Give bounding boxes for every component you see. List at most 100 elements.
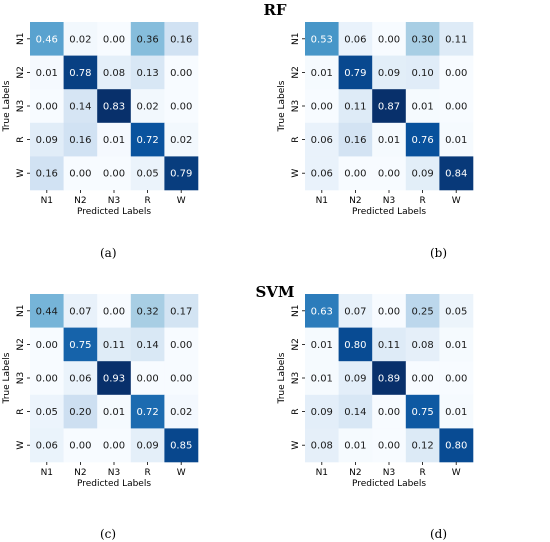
heatmap-cell <box>97 122 132 157</box>
heatmap-cell <box>439 294 474 328</box>
heatmap-cell <box>164 122 199 157</box>
x-tick-label: R <box>144 196 150 206</box>
heatmap-cell <box>405 327 440 362</box>
cell-value-label: 0.78 <box>69 68 91 79</box>
y-tick-label: N1 <box>16 305 26 317</box>
cell-value-label: 0.14 <box>344 407 366 418</box>
heatmap-cell <box>338 55 373 90</box>
cell-value-label: 0.84 <box>445 169 467 180</box>
cell-value-label: 0.00 <box>36 340 58 351</box>
heatmap-a: 0.46 0.02 0.00 0.36 0.16 0.01 0.78 0.08 0.13 0.00… <box>2 22 199 217</box>
cell-value-label: 0.80 <box>445 441 467 452</box>
heatmap-cell <box>63 394 98 429</box>
heatmap-cell <box>439 394 474 429</box>
x-tick-label: N1 <box>41 196 53 206</box>
heatmap-cell <box>405 22 440 56</box>
cell-value-label: 0.79 <box>344 68 366 79</box>
cell-value-label: 0.09 <box>411 169 433 180</box>
heatmap-cell <box>305 394 339 429</box>
cell-value-label: 0.16 <box>36 169 58 180</box>
x-tick-label: N3 <box>383 468 395 478</box>
x-tick-label: R <box>144 468 150 478</box>
cell-value-label: 0.32 <box>136 306 158 317</box>
cell-value-label: 0.05 <box>36 407 58 418</box>
y-tick-label: R <box>291 408 301 414</box>
cell-value-label: 0.00 <box>36 374 58 385</box>
cell-value-label: 0.00 <box>311 102 333 113</box>
cell-value-label: 0.00 <box>445 68 467 79</box>
heatmap-cell <box>30 428 64 463</box>
heatmap-cell <box>405 361 440 396</box>
cell-value-label: 0.44 <box>36 306 58 317</box>
heatmap-cell <box>405 428 440 463</box>
x-tick-label: N3 <box>108 196 120 206</box>
y-axis-label: True Labels <box>2 352 12 404</box>
cell-value-label: 0.11 <box>344 102 366 113</box>
heatmap-cell <box>405 156 440 191</box>
cell-value-label: 0.06 <box>311 135 333 146</box>
x-tick-label: W <box>452 468 461 478</box>
cell-value-label: 0.76 <box>411 135 433 146</box>
heatmap-cell <box>63 22 98 56</box>
x-tick-label: W <box>177 468 186 478</box>
heatmap-cell <box>439 327 474 362</box>
heatmap-cell <box>338 327 373 362</box>
y-tick-label: N2 <box>291 66 301 78</box>
caption-b: (b) <box>430 246 448 260</box>
heatmap-cell <box>97 22 132 56</box>
cell-value-label: 0.06 <box>311 169 333 180</box>
heatmap-cell <box>97 89 132 124</box>
cell-value-label: 0.00 <box>445 374 467 385</box>
cell-value-label: 0.75 <box>69 340 91 351</box>
cell-value-label: 0.13 <box>136 68 158 79</box>
heatmap-cell <box>372 428 407 463</box>
cell-value-label: 0.00 <box>69 169 91 180</box>
heatmap-cell <box>338 89 373 124</box>
heatmap-cell <box>63 156 98 191</box>
x-tick-label: R <box>419 468 425 478</box>
cell-value-label: 0.01 <box>445 340 467 351</box>
heatmap-cell <box>372 22 407 56</box>
heatmap-cell <box>63 428 98 463</box>
heatmap-cell <box>405 55 440 90</box>
heatmap-cell <box>305 428 339 463</box>
heatmap-cell <box>372 89 407 124</box>
heatmap-cell <box>30 156 64 191</box>
cell-value-label: 0.00 <box>378 407 400 418</box>
heatmap-cell <box>439 361 474 396</box>
cell-value-label: 0.01 <box>378 135 400 146</box>
y-tick-label: W <box>291 441 301 450</box>
heatmap-cell <box>164 22 199 56</box>
cell-value-label: 0.00 <box>170 340 192 351</box>
heatmap-cell <box>97 55 132 90</box>
cell-value-label: 0.11 <box>103 340 125 351</box>
heatmap-cell <box>30 394 64 429</box>
heatmap-cell <box>97 394 132 429</box>
cell-value-label: 0.01 <box>411 102 433 113</box>
cell-value-label: 0.00 <box>344 169 366 180</box>
cell-value-label: 0.63 <box>311 306 333 317</box>
caption-c: (c) <box>100 527 117 541</box>
cell-value-label: 0.25 <box>411 306 433 317</box>
cell-value-label: 0.72 <box>136 407 158 418</box>
heatmap-cell <box>164 327 199 362</box>
cell-value-label: 0.09 <box>378 68 400 79</box>
heatmap-b: 0.53 0.06 0.00 0.30 0.11 0.01 0.79 0.09 0.10 0.00… <box>277 22 474 217</box>
x-tick-label: W <box>177 196 186 206</box>
cell-value-label: 0.75 <box>411 407 433 418</box>
heatmap-cell <box>439 22 474 56</box>
y-tick-label: N2 <box>16 338 26 350</box>
x-tick-label: N3 <box>383 196 395 206</box>
cell-value-label: 0.00 <box>136 374 158 385</box>
heatmap-cell <box>130 394 165 429</box>
y-tick-label: N1 <box>16 33 26 45</box>
cell-value-label: 0.01 <box>311 340 333 351</box>
x-tick-label: N1 <box>316 468 328 478</box>
heatmap-cell <box>164 294 199 328</box>
cell-value-label: 0.00 <box>36 102 58 113</box>
heatmap-cell <box>63 89 98 124</box>
heatmap-cell <box>130 428 165 463</box>
heatmap-cell <box>130 122 165 157</box>
svm-section-title: SVM <box>255 283 295 301</box>
cell-value-label: 0.11 <box>378 340 400 351</box>
